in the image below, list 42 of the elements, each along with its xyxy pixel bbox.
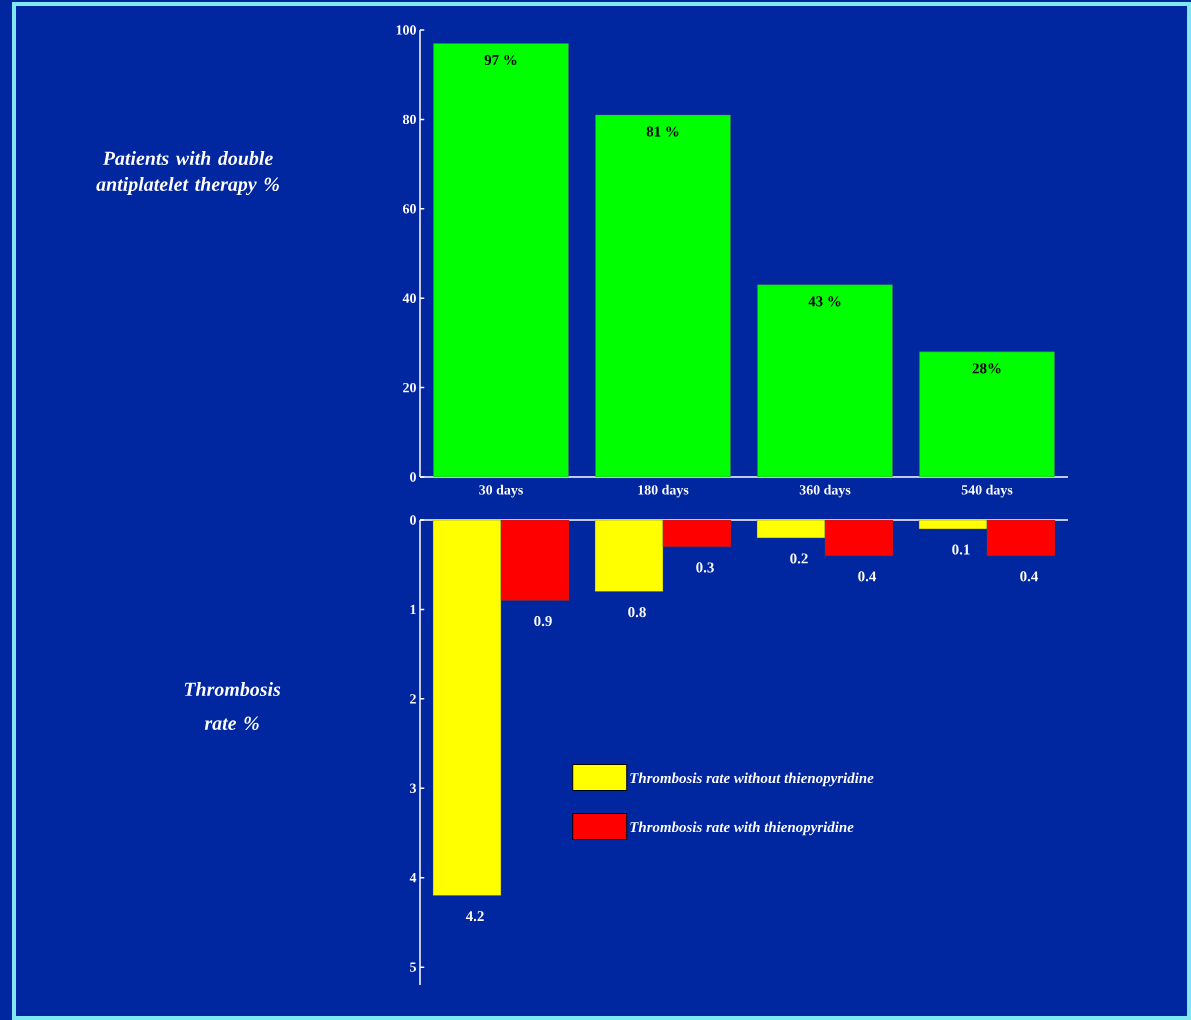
y-tick-label: 4: [409, 873, 417, 883]
bar: [595, 114, 731, 478]
bar: [662, 520, 732, 548]
bar: [432, 520, 502, 896]
y-tick-label: 80: [403, 114, 416, 125]
data-label: 0.4: [858, 571, 877, 582]
bar: [919, 351, 1055, 478]
data-label: 0.1: [952, 544, 970, 555]
x-tick-label: 360 days: [799, 484, 851, 498]
y-tick-label: 3: [410, 783, 417, 793]
legend-label: Thrombosis rate with thienopyridine: [630, 821, 854, 836]
data-label: 0.9: [534, 616, 552, 627]
y-tick-label: 5: [410, 962, 416, 972]
bar: [986, 520, 1056, 556]
bar: [500, 520, 570, 601]
y-tick-label: 0: [410, 472, 416, 482]
data-label: 4.2: [465, 911, 484, 922]
bar: [433, 43, 569, 478]
bar: [824, 520, 894, 556]
data-label: 97 %: [484, 54, 517, 66]
data-label: 43 %: [808, 296, 841, 307]
data-label: 28%: [972, 363, 1001, 374]
y-axis-title: Thrombosis rate %: [184, 682, 281, 730]
y-tick-label: 0: [410, 515, 416, 525]
data-label: 0.2: [790, 553, 808, 564]
x-tick-label: 180 days: [638, 484, 689, 498]
y-tick-label: 1: [410, 604, 416, 615]
data-label: 81 %: [646, 126, 679, 137]
y-tick-label: 60: [403, 204, 416, 214]
y-tick-label: 20: [403, 382, 416, 393]
y-tick-label: 100: [396, 25, 416, 35]
y-axis-title: Patients with double antiplatelet therapy %: [96, 151, 279, 196]
x-tick-label: 540 days: [961, 484, 1013, 498]
data-label: 0.4: [1020, 571, 1039, 582]
y-tick-label: 2: [410, 694, 416, 704]
y-tick-label: 40: [402, 293, 416, 303]
data-label: 0.3: [696, 562, 714, 573]
bar: [757, 284, 893, 478]
bar: [594, 520, 664, 592]
legend-label: Thrombosis rate without thienopyridine: [630, 772, 874, 787]
data-label: 0.8: [628, 607, 646, 618]
x-tick-label: 30 days: [479, 484, 523, 498]
